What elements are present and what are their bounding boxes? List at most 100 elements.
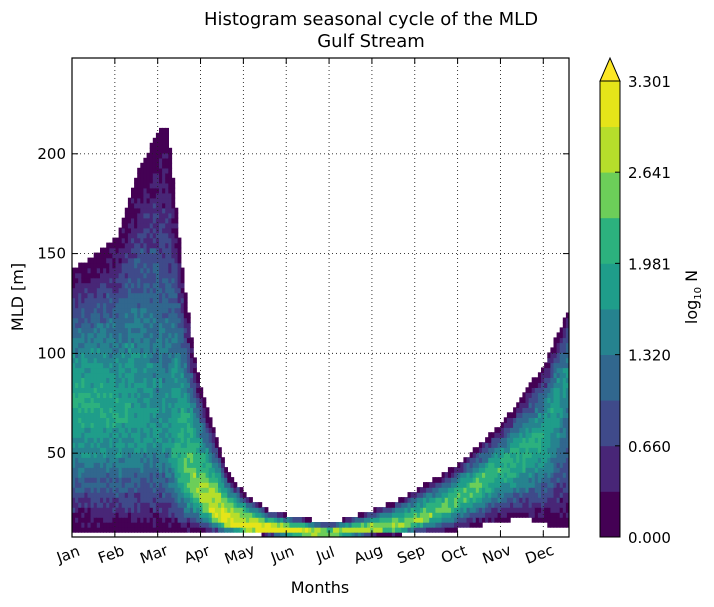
- histogram-cell: [162, 207, 166, 214]
- histogram-cell: [131, 317, 135, 324]
- histogram-cell: [143, 187, 148, 194]
- histogram-cell: [444, 492, 449, 498]
- histogram-cell: [510, 452, 514, 458]
- histogram-cell: [565, 317, 569, 324]
- histogram-cell: [168, 272, 173, 279]
- histogram-cell: [488, 507, 492, 513]
- histogram-cell: [121, 352, 126, 359]
- histogram-cell: [494, 467, 499, 473]
- histogram-cell: [168, 152, 173, 159]
- histogram-cell: [227, 472, 232, 478]
- histogram-cell: [376, 517, 381, 523]
- histogram-cell: [143, 437, 148, 443]
- histogram-cell: [75, 482, 79, 488]
- histogram-cell: [124, 492, 129, 498]
- histogram-cell: [218, 487, 222, 493]
- histogram-cell: [103, 262, 107, 269]
- histogram-cell: [531, 482, 536, 488]
- histogram-cell: [115, 352, 120, 359]
- histogram-cell: [75, 427, 79, 433]
- histogram-cell: [115, 297, 120, 304]
- histogram-cell: [84, 277, 89, 284]
- histogram-cell: [171, 467, 176, 473]
- histogram-cell: [165, 317, 169, 324]
- histogram-cell: [100, 292, 104, 299]
- histogram-cell: [121, 462, 126, 468]
- histogram-cell: [559, 492, 564, 498]
- histogram-cell: [152, 322, 157, 329]
- histogram-cell: [78, 487, 82, 493]
- histogram-cell: [155, 152, 160, 159]
- histogram-cell: [174, 247, 179, 254]
- histogram-cell: [562, 422, 567, 428]
- histogram-cell: [177, 482, 182, 488]
- histogram-cell: [177, 497, 182, 503]
- histogram-cell: [93, 332, 98, 339]
- histogram-cell: [109, 277, 114, 284]
- histogram-cell: [75, 447, 79, 453]
- histogram-cell: [177, 377, 182, 383]
- histogram-cell: [72, 517, 76, 523]
- histogram-cell: [84, 337, 89, 344]
- histogram-cell: [183, 437, 188, 443]
- histogram-cell: [146, 437, 151, 443]
- histogram-cell: [190, 442, 194, 448]
- histogram-cell: [75, 417, 79, 423]
- histogram-cell: [134, 422, 138, 428]
- histogram-cell: [519, 452, 524, 458]
- histogram-cell: [93, 517, 98, 523]
- histogram-cell: [165, 327, 169, 334]
- histogram-cell: [236, 487, 241, 493]
- histogram-cell: [87, 432, 92, 438]
- histogram-cell: [137, 337, 141, 344]
- histogram-cell: [183, 352, 188, 359]
- histogram-cell: [162, 142, 166, 149]
- histogram-cell: [469, 462, 474, 468]
- histogram-cell: [96, 307, 101, 314]
- histogram-cell: [146, 382, 151, 388]
- histogram-cell: [137, 272, 141, 279]
- histogram-cell: [547, 512, 552, 518]
- histogram-cell: [149, 437, 154, 443]
- histogram-cell: [469, 472, 474, 478]
- histogram-cell: [553, 407, 558, 413]
- histogram-cell: [140, 382, 145, 388]
- histogram-cell: [109, 282, 114, 289]
- histogram-cell: [531, 437, 536, 443]
- histogram-cell: [537, 507, 542, 513]
- histogram-cell: [295, 522, 300, 528]
- histogram-cell: [115, 467, 120, 473]
- histogram-cell: [87, 302, 92, 309]
- histogram-cell: [72, 312, 76, 319]
- histogram-cell: [137, 322, 141, 329]
- histogram-cell: [236, 512, 241, 518]
- histogram-cell: [447, 507, 452, 513]
- histogram-cell: [165, 162, 169, 169]
- histogram-cell: [137, 207, 141, 214]
- histogram-cell: [143, 157, 148, 164]
- histogram-cell: [118, 337, 123, 344]
- histogram-cell: [199, 512, 204, 518]
- histogram-cell: [441, 492, 446, 498]
- histogram-cell: [553, 417, 558, 423]
- histogram-cell: [165, 417, 169, 423]
- histogram-cell: [171, 497, 176, 503]
- histogram-cell: [84, 392, 89, 398]
- histogram-cell: [196, 482, 200, 488]
- histogram-cell: [165, 397, 169, 403]
- histogram-cell: [218, 457, 222, 463]
- histogram-cell: [162, 262, 166, 269]
- histogram-cell: [516, 412, 520, 418]
- histogram-cell: [488, 517, 492, 523]
- histogram-cell: [115, 407, 120, 413]
- histogram-cell: [214, 452, 219, 458]
- histogram-cell: [90, 462, 95, 468]
- histogram-cell: [168, 382, 173, 388]
- histogram-cell: [556, 337, 561, 344]
- histogram-cell: [460, 522, 465, 528]
- histogram-cell: [525, 512, 530, 518]
- histogram-cell: [134, 367, 138, 374]
- histogram-cell: [556, 397, 561, 403]
- histogram-cell: [534, 452, 539, 458]
- histogram-cell: [537, 402, 542, 408]
